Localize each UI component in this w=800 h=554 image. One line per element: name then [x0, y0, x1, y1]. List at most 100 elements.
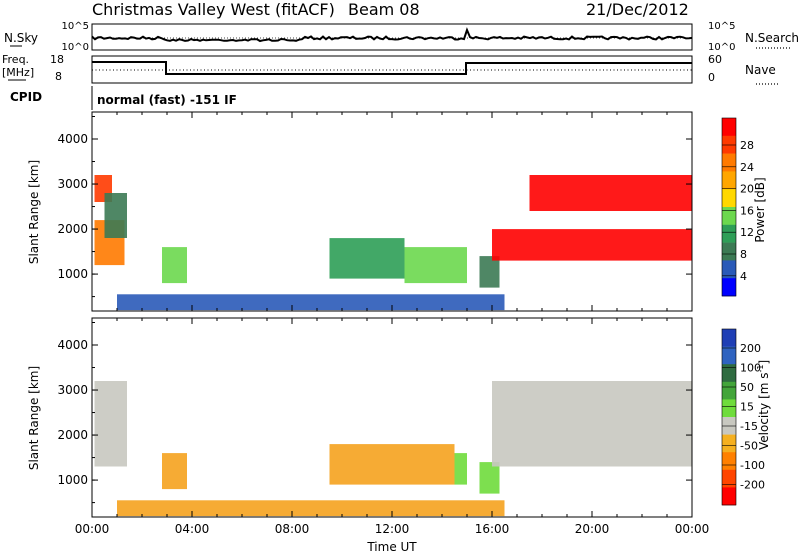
velocity-y-axis: 1000 2000 3000 4000 — [57, 322, 692, 504]
velocity-y-axis-label: Slant Range [km] — [27, 366, 41, 470]
figure-title: Christmas Valley West (fitACF) — [92, 0, 335, 19]
colorbar-tick-label-1: 24 — [740, 161, 754, 174]
y-tick-label-0: 1000 — [57, 473, 88, 487]
power-y-axis-label: Slant Range [km] — [27, 160, 41, 264]
freq-frame — [91, 55, 693, 84]
power-echo-region-8 — [529, 175, 692, 211]
colorbar-segment-3 — [722, 381, 736, 400]
colorbar-segment-1 — [722, 346, 736, 365]
freq-trace — [92, 61, 692, 75]
colorbar-tick-label-2: 50 — [740, 381, 754, 394]
nsky-tick-top: 10^5 — [62, 21, 89, 32]
freq-tick-bottom: 8 — [55, 70, 62, 83]
nave-label: Nave — [745, 63, 776, 77]
velocity-colorbar: 200 100 50 15 -15 -50 -100 -200 — [721, 328, 765, 506]
colorbar-tick-label-6: -100 — [740, 459, 765, 472]
y-tick-label-3: 4000 — [57, 132, 88, 146]
x-tick-label-5: 20:00 — [575, 522, 610, 536]
power-echo-region-3 — [162, 247, 187, 284]
colorbar-segment-9 — [722, 278, 736, 297]
cpid-label: CPID — [10, 90, 42, 104]
power-y-axis: 1000 2000 3000 4000 — [57, 116, 692, 298]
freq-label-line2: [MHz] — [2, 66, 34, 79]
y-tick-label-0: 1000 — [57, 267, 88, 281]
power-echo-region-6 — [479, 256, 500, 288]
colorbar-tick-label-1: 100 — [740, 362, 761, 375]
colorbar-segment-6 — [722, 434, 736, 453]
colorbar-segment-0 — [722, 329, 736, 347]
nsearch-tick-bottom: 10^0 — [708, 42, 735, 53]
nave-tick-top: 60 — [708, 53, 722, 66]
x-tick-label-2: 08:00 — [275, 522, 310, 536]
velocity-colorbar-label-main: Velocity — [757, 403, 771, 450]
colorbar-segment-8 — [722, 469, 736, 488]
power-echo-region-9 — [117, 294, 505, 311]
power-echo-region-4 — [329, 238, 405, 279]
x-tick-label-1: 04:00 — [175, 522, 210, 536]
power-panel: 1000 2000 3000 4000 Slant Range [km] 28 24 20… — [27, 111, 767, 312]
x-tick-label-0: 00:00 — [75, 522, 110, 536]
power-colorbar: 28 24 20 16 12 8 4 — [721, 117, 754, 297]
colorbar-segment-8 — [722, 260, 736, 279]
y-tick-label-2: 3000 — [57, 177, 88, 191]
colorbar-frame — [721, 328, 737, 506]
colorbar-tick-label-2: 20 — [740, 183, 754, 196]
colorbar-tick-label-0: 200 — [740, 342, 761, 355]
freq-strip: Freq. [MHz] 18 8 60 0 Nave — [2, 53, 778, 85]
velocity-echo-region-5 — [492, 381, 692, 467]
nave-tick-bottom: 0 — [708, 71, 715, 84]
velocity-echo-region-6 — [117, 500, 505, 517]
nsearch-tick-top: 10^5 — [708, 21, 735, 32]
colorbar-tick-label-4: -15 — [740, 420, 758, 433]
date-label: 21/Dec/2012 — [586, 0, 689, 19]
x-tick-label-3: 12:00 — [375, 522, 410, 536]
colorbar-tick-label-0: 28 — [740, 139, 754, 152]
nsky-trace — [91, 27, 693, 43]
velocity-echo-region-2 — [329, 444, 455, 485]
colorbar-segment-2 — [722, 153, 736, 172]
x-axis-label: Time UT — [366, 540, 417, 554]
colorbar-frame — [721, 117, 737, 297]
nsearch-label: N.Search — [745, 31, 799, 45]
velocity-x-ticks: 00:00 04:00 08:00 12:00 16:00 20:00 00:00 — [75, 318, 710, 536]
y-tick-label-2: 3000 — [57, 383, 88, 397]
freq-label-line1: Freq. — [2, 53, 29, 66]
velocity-colorbar-label: Velocity [m s-1] — [756, 360, 771, 450]
colorbar-tick-label-7: -200 — [740, 479, 765, 492]
colorbar-segment-5 — [722, 207, 736, 226]
power-echo-region-2 — [104, 193, 127, 238]
colorbar-segment-7 — [722, 452, 736, 471]
power-colorbar-label: Power [dB] — [753, 177, 767, 242]
colorbar-tick-label-6: 4 — [740, 270, 747, 283]
velocity-echo-region-0 — [94, 381, 127, 467]
power-heatmap — [94, 175, 692, 311]
velocity-colorbar-label-unit: [m s — [757, 372, 771, 398]
colorbar-tick-label-5: 8 — [740, 248, 747, 261]
colorbar-tick-label-3: 16 — [740, 204, 754, 217]
y-tick-label-1: 2000 — [57, 428, 88, 442]
velocity-colorbar-label-close: ] — [757, 360, 771, 365]
power-echo-region-7 — [492, 229, 692, 261]
colorbar-segment-9 — [722, 487, 736, 506]
velocity-colorbar-label-exponent: -1 — [756, 365, 765, 373]
velocity-panel: 1000 2000 3000 4000 00:00 04:00 08:00 12:00 16:… — [27, 317, 771, 554]
velocity-heatmap — [94, 381, 692, 517]
power-x-ticks — [91, 112, 693, 311]
colorbar-tick-label-5: -50 — [740, 440, 758, 453]
colorbar-segment-3 — [722, 171, 736, 190]
x-tick-label-4: 16:00 — [475, 522, 510, 536]
colorbar-segment-2 — [722, 364, 736, 383]
velocity-echo-region-1 — [162, 453, 187, 490]
freq-tick-top: 18 — [50, 53, 64, 66]
colorbar-segment-4 — [722, 189, 736, 208]
nsky-tick-bottom: 10^0 — [62, 42, 89, 53]
power-echo-region-5 — [404, 247, 467, 284]
velocity-echo-region-3 — [454, 453, 467, 485]
colorbar-segment-6 — [722, 224, 736, 243]
nsky-strip: N.Sky 10^5 10^0 10^5 10^0 N.Search — [4, 21, 799, 53]
x-tick-label-6: 00:00 — [675, 522, 710, 536]
colorbar-tick-label-3: 15 — [740, 401, 754, 414]
beam-label: Beam 08 — [348, 0, 420, 19]
colorbar-tick-label-4: 12 — [740, 226, 754, 239]
cpid-text: normal (fast) -151 IF — [97, 93, 237, 107]
